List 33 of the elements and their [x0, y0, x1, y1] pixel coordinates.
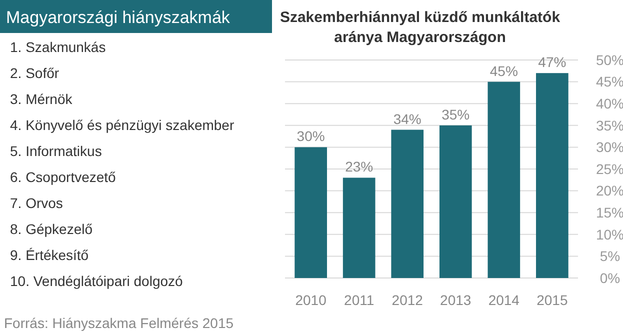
text: 5. Informatikus: [10, 143, 102, 159]
text: 8. Gépkezelő: [10, 221, 93, 237]
x-tick-label: 2012: [392, 292, 424, 308]
bar: [342, 178, 376, 278]
bar: [488, 82, 520, 278]
y-tick-label: 0%: [600, 270, 620, 286]
data-label: 45%: [490, 62, 518, 79]
text: 6. Csoportvezető: [10, 169, 116, 185]
y-tick-label: 5%: [600, 248, 620, 264]
text: 1. Szakmunkás: [10, 39, 106, 55]
data-label: 23%: [345, 158, 374, 175]
data-label: 34%: [393, 110, 422, 127]
text: 3. Mérnök: [10, 91, 74, 107]
data-label: 35%: [442, 106, 470, 122]
x-tick-label: 2011: [344, 292, 374, 308]
text: 7. Orvos: [10, 195, 63, 211]
text: Magyarországi hiányszakmák: [6, 8, 230, 27]
x-tick-label: 2010: [295, 292, 327, 308]
bar: [536, 73, 568, 278]
data-label: 30%: [296, 128, 325, 144]
data-label: 47%: [538, 54, 566, 70]
x-tick-label: 2013: [440, 292, 472, 308]
bar: [391, 130, 424, 278]
text: 2. Sofőr: [10, 65, 60, 81]
text: 4. Könyvelő és pénzügyi szakember: [10, 117, 234, 133]
bar: [439, 125, 472, 278]
text: 10. Vendéglátóipari dolgozó: [10, 273, 184, 289]
text: 9. Értékesítő: [10, 247, 89, 263]
bar: [294, 147, 327, 278]
text: Forrás: Hiányszakma Felmérés 2015: [4, 315, 234, 331]
x-tick-label: 2014: [488, 292, 520, 308]
x-tick-label: 2015: [536, 292, 568, 308]
chart-title: Szakemberhiánnyal küzdő munkáltatók aránya Magyarországon: [280, 9, 561, 46]
